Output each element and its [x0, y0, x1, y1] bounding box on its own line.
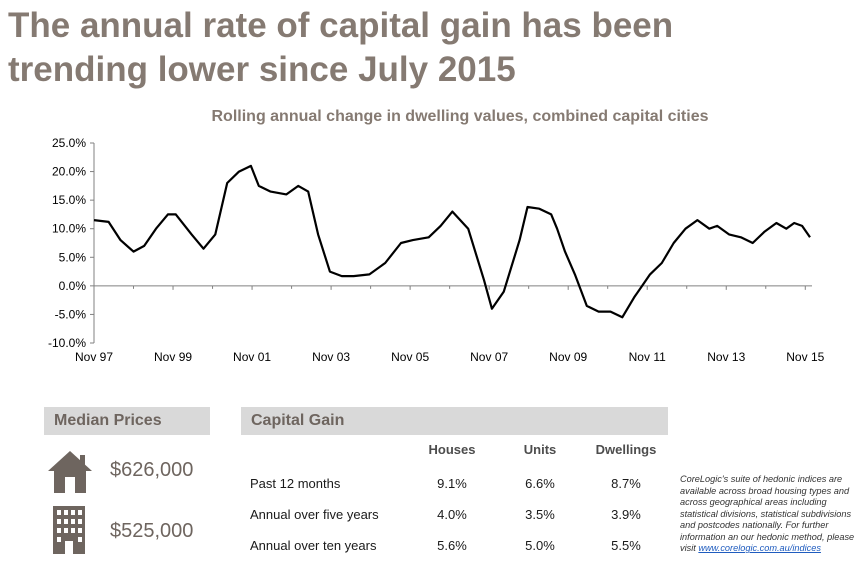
y-tick-label: 15.0% — [52, 193, 86, 207]
table-cell: 6.6% — [525, 476, 555, 491]
x-tick-label: Nov 09 — [549, 350, 587, 364]
row-label-ten-years: Annual over ten years — [250, 538, 377, 553]
page-headline: The annual rate of capital gain has been… — [8, 4, 858, 92]
table-cell: 8.7% — [611, 476, 641, 491]
x-tick-label: Nov 11 — [629, 350, 666, 364]
row-label-past-12-months: Past 12 months — [250, 476, 341, 491]
x-tick-label: Nov 15 — [786, 350, 824, 364]
apartment-building-icon — [53, 506, 85, 554]
table-cell: 9.1% — [437, 476, 467, 491]
series-line — [93, 164, 811, 319]
note-text: CoreLogic's suite of hedonic indices are… — [680, 474, 855, 553]
unit-median-price: $525,000 — [110, 520, 194, 542]
line-chart: 25.0%20.0%15.0%10.0%5.0%0.0%-5.0%-10.0%N… — [48, 136, 825, 364]
x-tick-label: Nov 13 — [707, 350, 745, 364]
headline-line-1: The annual rate of capital gain has been — [8, 6, 674, 45]
headline-line-2: trending lower since July 2015 — [8, 50, 516, 89]
y-tick-label: 10.0% — [52, 222, 86, 236]
y-tick-label: 25.0% — [52, 136, 86, 150]
column-header-dwellings: Dwellings — [595, 442, 657, 457]
house-icon — [48, 451, 92, 493]
column-header-houses: Houses — [428, 442, 476, 457]
table-cell: 3.5% — [525, 507, 555, 522]
chart-title: Rolling annual change in dwelling values… — [211, 108, 709, 125]
x-tick-label: Nov 05 — [391, 350, 429, 364]
x-tick-label: Nov 03 — [312, 350, 350, 364]
median-prices-header: Median Prices — [44, 407, 210, 435]
x-tick-label: Nov 07 — [470, 350, 508, 364]
y-tick-label: -5.0% — [55, 307, 87, 321]
house-median-price: $626,000 — [110, 459, 194, 481]
x-tick-label: Nov 01 — [233, 350, 271, 364]
y-tick-label: 20.0% — [52, 165, 86, 179]
x-tick-label: Nov 99 — [154, 350, 192, 364]
row-label-five-years: Annual over five years — [250, 507, 379, 522]
table-cell: 5.0% — [525, 538, 555, 553]
y-tick-label: 5.0% — [59, 250, 87, 264]
table-cell: 5.6% — [437, 538, 467, 553]
y-tick-label: 0.0% — [59, 279, 87, 293]
column-header-units: Units — [523, 442, 557, 457]
table-cell: 3.9% — [611, 507, 641, 522]
x-tick-label: Nov 97 — [75, 350, 113, 364]
y-tick-label: -10.0% — [48, 336, 86, 350]
indices-link[interactable]: www.corelogic.com.au/indices — [698, 543, 821, 553]
methodology-note: CoreLogic's suite of hedonic indices are… — [680, 474, 862, 555]
table-cell: 4.0% — [437, 507, 467, 522]
capital-gain-header: Capital Gain — [241, 407, 668, 435]
table-cell: 5.5% — [611, 538, 641, 553]
